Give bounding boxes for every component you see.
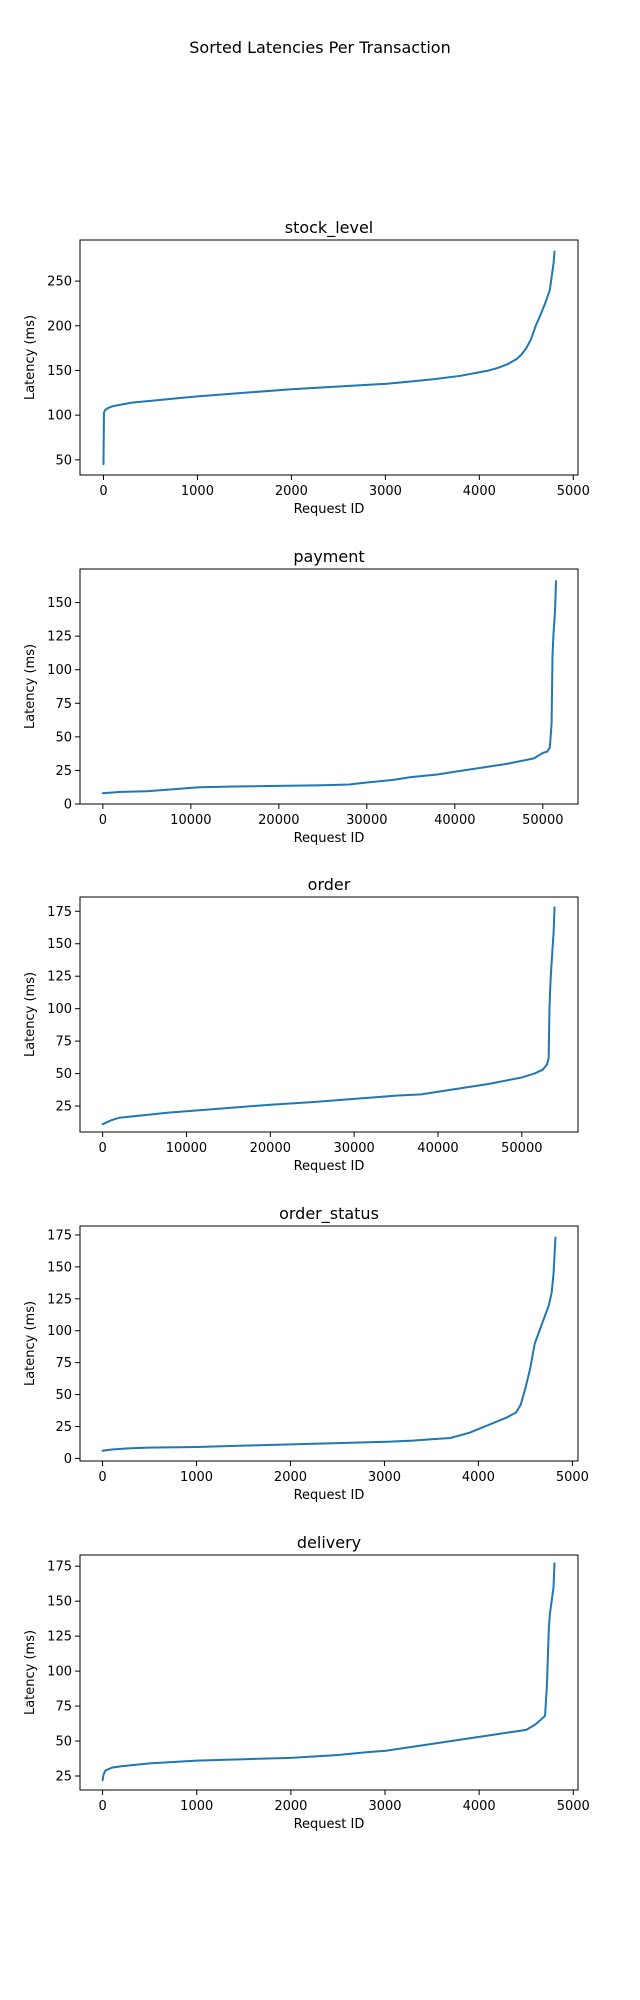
- x-tick-label: 3000: [368, 1799, 401, 1814]
- y-tick-label: 100: [47, 409, 72, 424]
- x-tick-label: 2000: [274, 1799, 307, 1814]
- y-axis-label: Latency (ms): [23, 972, 38, 1057]
- y-tick-label: 0: [64, 798, 72, 813]
- series-line-order: [101, 906, 556, 1126]
- y-tick-label: 150: [47, 1260, 72, 1275]
- x-tick-label: 30000: [333, 1141, 374, 1156]
- y-tick-label: 100: [47, 663, 72, 678]
- x-tick-label: 20000: [250, 1141, 291, 1156]
- x-axis-label: Request ID: [294, 1817, 365, 1832]
- x-tick-label: 30000: [346, 813, 387, 828]
- series-line-payment: [101, 580, 557, 795]
- plot-frame: [79, 239, 579, 476]
- y-tick-label: 100: [47, 1665, 72, 1680]
- x-tick-label: 3000: [368, 1470, 401, 1485]
- x-tick-label: 0: [98, 1141, 106, 1156]
- x-axis-label: Request ID: [294, 502, 365, 517]
- x-tick-label: 2000: [274, 1470, 307, 1485]
- x-tick-label: 0: [98, 1470, 106, 1485]
- x-tick-label: 40000: [417, 1141, 458, 1156]
- subplot-stock-level: 0 1000 2000 3000 4000 5000 50 100 150 200 250 stock…: [23, 218, 590, 517]
- x-tick-label: 50000: [522, 813, 563, 828]
- y-tick-label: 150: [47, 596, 72, 611]
- x-tick-label: 5000: [557, 484, 590, 499]
- y-tick-label: 50: [55, 1735, 72, 1750]
- y-tick-label: 175: [47, 1560, 72, 1575]
- x-axis-label: Request ID: [294, 831, 365, 846]
- x-axis-label: Request ID: [294, 1488, 365, 1503]
- y-tick-label: 50: [55, 730, 72, 745]
- x-tick-label: 1000: [180, 1470, 213, 1485]
- y-tick-label: 0: [64, 1452, 72, 1467]
- y-tick-label: 125: [47, 1292, 72, 1307]
- subplot-title: order_status: [279, 1204, 379, 1224]
- x-tick-label: 4000: [463, 484, 496, 499]
- subplot-title: payment: [293, 547, 364, 566]
- subplot-payment: 0 10000 20000 30000 40000 50000 0 25 50 75 100 125 1…: [23, 547, 579, 846]
- x-tick-label: 1000: [180, 1799, 213, 1814]
- y-tick-label: 150: [47, 364, 72, 379]
- x-tick-label: 50000: [501, 1141, 542, 1156]
- y-tick-label: 175: [47, 1228, 72, 1243]
- plot-frame: [79, 568, 579, 805]
- x-tick-label: 3000: [369, 484, 402, 499]
- y-tick-label: 50: [55, 1388, 72, 1403]
- x-tick-label: 20000: [258, 813, 299, 828]
- subplot-delivery: 0 1000 2000 3000 4000 5000 25 50 75 100 125 150 175 d…: [23, 1533, 590, 1832]
- x-axis-label: Request ID: [294, 1159, 365, 1174]
- y-tick-label: 250: [47, 275, 72, 290]
- y-tick-label: 75: [55, 1035, 72, 1050]
- x-tick-label: 4000: [463, 1799, 496, 1814]
- y-tick-label: 150: [47, 1595, 72, 1610]
- subplot-order: 0 10000 20000 30000 40000 50000 25 50 75 100 125 15…: [23, 875, 579, 1174]
- y-tick-label: 25: [55, 764, 72, 779]
- y-tick-label: 50: [55, 1067, 72, 1082]
- y-tick-label: 25: [55, 1770, 72, 1785]
- y-tick-label: 200: [47, 319, 72, 334]
- subplot-title: stock_level: [285, 218, 374, 238]
- plot-frame: [79, 1554, 579, 1791]
- y-axis-label: Latency (ms): [23, 1630, 38, 1715]
- y-tick-label: 50: [55, 453, 72, 468]
- y-tick-label: 125: [47, 630, 72, 645]
- y-tick-label: 25: [55, 1100, 72, 1115]
- subplot-title: order: [308, 875, 351, 894]
- subplots: 0 1000 2000 3000 4000 500050100150200250stock…: [23, 218, 590, 1832]
- y-axis-label: Latency (ms): [23, 644, 38, 729]
- subplot-title: delivery: [297, 1533, 361, 1552]
- y-axis-label: Latency (ms): [23, 1301, 38, 1386]
- figure-title: Sorted Latencies Per Transaction: [189, 38, 450, 57]
- x-tick-label: 4000: [462, 1470, 495, 1485]
- x-tick-label: 5000: [557, 1799, 590, 1814]
- subplot-order-status: 0 1000 2000 3000 4000 5000 0 25 50 75 100 125 150 175…: [23, 1204, 589, 1503]
- y-tick-label: 75: [55, 1700, 72, 1715]
- series-line-stock-level: [102, 250, 556, 466]
- x-tick-label: 2000: [275, 484, 308, 499]
- x-tick-label: 10000: [170, 813, 211, 828]
- x-tick-label: 5000: [556, 1470, 589, 1485]
- series-line-delivery: [101, 1562, 556, 1782]
- y-tick-label: 125: [47, 970, 72, 985]
- y-tick-label: 150: [47, 937, 72, 952]
- x-tick-label: 0: [99, 813, 107, 828]
- plot-frame: [79, 1225, 579, 1462]
- series-line-order-status: [101, 1236, 557, 1452]
- y-tick-label: 125: [47, 1630, 72, 1645]
- x-tick-label: 0: [99, 484, 107, 499]
- y-axis-label: Latency (ms): [23, 315, 38, 400]
- y-tick-label: 75: [55, 1356, 72, 1371]
- y-tick-label: 100: [47, 1324, 72, 1339]
- y-tick-label: 100: [47, 1002, 72, 1017]
- x-tick-label: 0: [98, 1799, 106, 1814]
- x-tick-label: 10000: [166, 1141, 207, 1156]
- x-tick-label: 1000: [181, 484, 214, 499]
- plot-frame: [79, 896, 579, 1133]
- y-tick-label: 75: [55, 697, 72, 712]
- x-tick-label: 40000: [434, 813, 475, 828]
- y-tick-label: 175: [47, 905, 72, 920]
- y-tick-label: 25: [55, 1420, 72, 1435]
